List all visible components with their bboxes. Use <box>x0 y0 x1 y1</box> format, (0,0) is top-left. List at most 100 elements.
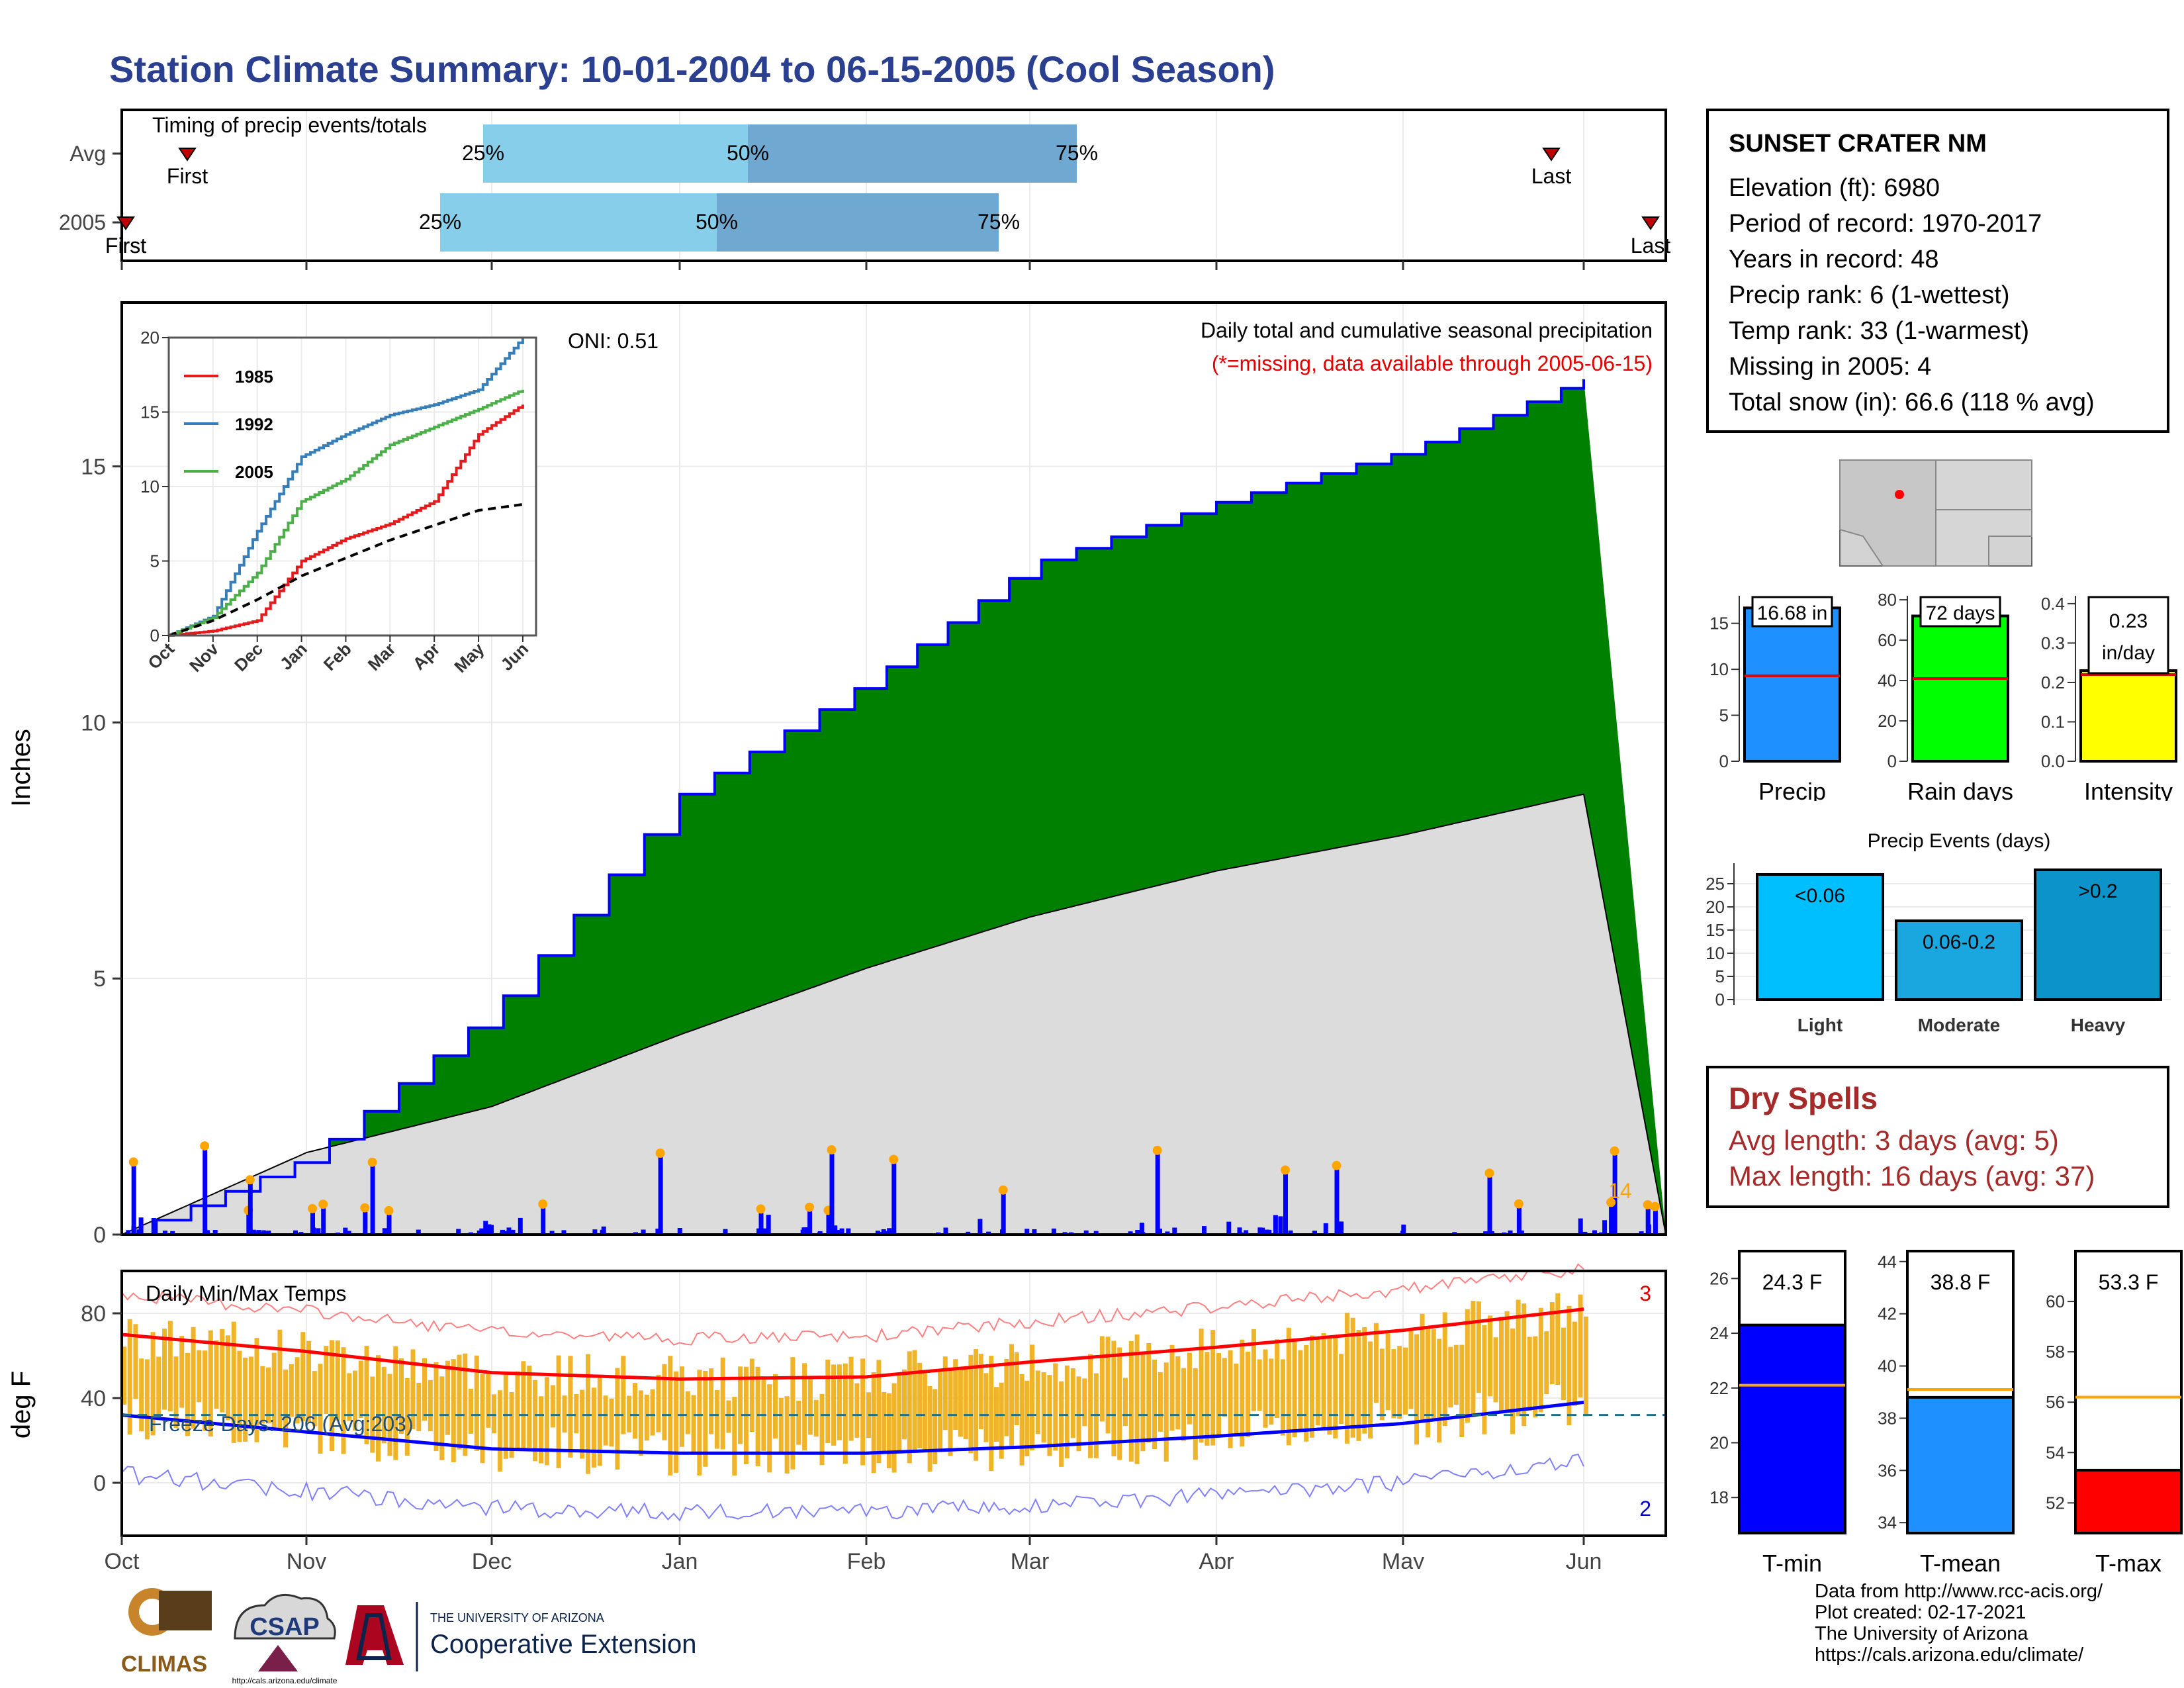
daily-precip-bar <box>888 1229 893 1235</box>
freeze-label: Freeze Days: 206 (Avg:203) <box>149 1412 414 1436</box>
mini-bar-value: 72 days <box>1925 602 1995 624</box>
daily-temp-bar <box>807 1378 813 1435</box>
daily-temp-bar <box>1193 1368 1198 1460</box>
daily-precip-bar <box>1334 1169 1340 1235</box>
events-ytick-label: 15 <box>1706 920 1725 940</box>
daily-temp-bar <box>697 1370 702 1476</box>
daily-temp-bar <box>726 1400 731 1433</box>
daily-temp-bar <box>958 1370 963 1437</box>
daily-temp-bar <box>1356 1330 1361 1441</box>
daily-precip-marker <box>756 1204 766 1214</box>
missing-note: (*=missing, data available through 2005-… <box>1212 352 1653 375</box>
daily-precip-bar <box>1609 1206 1614 1235</box>
temp-label: Daily Min/Max Temps <box>146 1282 346 1305</box>
daily-precip-marker <box>1610 1146 1619 1156</box>
precip-ytick-label: 15 <box>81 455 106 480</box>
daily-precip-bar <box>1032 1229 1037 1235</box>
credit-url: https://cals.arizona.edu/climate/ <box>1815 1644 2084 1665</box>
daily-temp-bar <box>1216 1353 1221 1436</box>
daily-temp-bar <box>948 1370 953 1456</box>
temp-summary-bar-t-mean <box>1906 1395 2015 1534</box>
daily-temp-bar <box>854 1383 860 1438</box>
climas-logo: CLIMAS <box>121 1588 212 1677</box>
daily-temp-bar <box>871 1372 876 1474</box>
mini-bar-precip <box>1743 606 1841 763</box>
daily-temp-bar <box>1327 1336 1332 1435</box>
info-precip-rank: Precip rank: 6 (1-wettest) <box>1729 281 2010 309</box>
daily-precip-bar <box>321 1208 326 1235</box>
info-elevation: Elevation (ft): 6980 <box>1729 174 1940 202</box>
daily-temp-bar <box>580 1389 585 1459</box>
daily-temp-bar <box>330 1340 334 1452</box>
temp-summary-ytick-label: 34 <box>1878 1513 1897 1532</box>
daily-precip-bar <box>343 1227 348 1235</box>
daily-precip-marker <box>1650 1201 1660 1211</box>
daily-temp-bar <box>387 1374 392 1456</box>
daily-temp-bar <box>353 1370 357 1431</box>
daily-temp-bar <box>539 1396 543 1464</box>
info-missing: Missing in 2005: 4 <box>1729 353 1932 381</box>
daily-temp-bar <box>266 1367 271 1424</box>
daily-precip-bar <box>1001 1194 1006 1235</box>
daily-temp-bar <box>999 1382 1004 1459</box>
daily-precip-bar <box>502 1231 508 1235</box>
mini-bar-panel: 0 5 10 15 16.68 in Precip 0 20 40 60 80 72 days Rain… <box>1709 590 2177 801</box>
inset-xtick-label: May <box>450 639 488 677</box>
inset-xtick-label: Feb <box>320 639 355 675</box>
daily-temp-bar <box>127 1319 132 1434</box>
daily-temp-bar <box>1350 1317 1355 1438</box>
temp-summary-label: T-mean <box>1920 1550 2001 1577</box>
daily-temp-bar <box>1397 1346 1402 1419</box>
svg-text:THE UNIVERSITY OF ARIZONA: THE UNIVERSITY OF ARIZONA <box>430 1611 604 1624</box>
daily-precip-bar <box>346 1231 351 1235</box>
daily-precip-bar <box>826 1214 831 1235</box>
daily-temp-bar <box>1205 1352 1210 1446</box>
daily-temp-bar <box>1286 1327 1291 1446</box>
daily-temp-bar <box>1493 1337 1498 1403</box>
precip-ytick-label: 10 <box>81 710 106 735</box>
daily-temp-bar <box>492 1394 496 1434</box>
daily-temp-bar <box>837 1364 842 1440</box>
mini-ytick-label: 60 <box>1878 630 1897 650</box>
daily-temp-bar <box>1030 1344 1034 1450</box>
daily-precip-bar <box>549 1231 555 1235</box>
daily-precip-bar <box>1323 1223 1328 1235</box>
daily-temp-bar <box>271 1352 277 1429</box>
daily-temp-bar <box>720 1357 725 1450</box>
daily-temp-bar <box>1234 1363 1239 1436</box>
series-average-cumulative-area <box>121 793 1667 1235</box>
daily-precip-marker <box>889 1154 899 1164</box>
page-title: Station Climate Summary: 10-01-2004 to 0… <box>109 48 1275 90</box>
daily-precip-bar <box>986 1231 991 1235</box>
daily-temp-bar <box>674 1371 679 1473</box>
daily-temp-bar <box>983 1373 989 1442</box>
daily-temp-bar <box>1053 1363 1058 1451</box>
mini-bar-rain-days <box>1911 614 2009 763</box>
daily-temp-bar <box>208 1330 213 1437</box>
daily-precip-bar <box>758 1213 764 1235</box>
temp-summary-bar-t-min <box>1738 1323 1846 1535</box>
daily-precip-bar <box>1257 1227 1263 1235</box>
daily-precip-bar <box>253 1231 258 1235</box>
daily-precip-bar <box>1612 1154 1617 1235</box>
daily-temp-bar <box>1310 1335 1314 1438</box>
svg-text:Cooperative Extension: Cooperative Extension <box>430 1630 696 1659</box>
temp-ytick-label: 0 <box>93 1471 106 1496</box>
month-tick-label: Jan <box>662 1549 698 1569</box>
daily-temp-bar <box>556 1355 561 1468</box>
daily-precip-bar <box>151 1218 156 1235</box>
daily-precip-marker <box>245 1175 255 1185</box>
daily-precip-bar <box>801 1227 807 1235</box>
temp-ytick-label: 80 <box>81 1301 106 1327</box>
daily-precip-bar <box>203 1150 208 1235</box>
y2005-p75: 75% <box>978 210 1020 234</box>
daily-temp-bar <box>825 1359 831 1444</box>
inset-ytick-label: 10 <box>140 477 159 496</box>
daily-temp-bar <box>1516 1299 1521 1417</box>
daily-temp-bar <box>277 1329 283 1428</box>
daily-precip-bar <box>483 1221 488 1235</box>
inset-xtick-label: Oct <box>144 639 178 673</box>
daily-precip-bar <box>1283 1174 1288 1235</box>
daily-temp-bar <box>933 1389 938 1464</box>
temp-summary-ytick-label: 42 <box>1878 1304 1897 1324</box>
